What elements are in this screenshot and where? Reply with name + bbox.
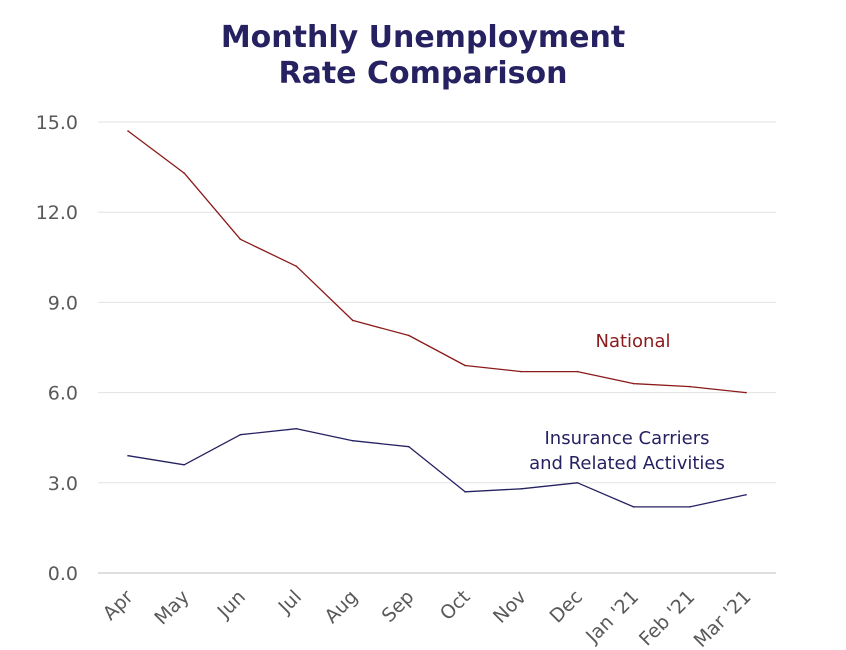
chart-title: Monthly Unemployment Rate Comparison: [0, 20, 846, 92]
x-tick-label: Dec: [545, 586, 587, 628]
x-tick-label: Jan '21: [581, 586, 643, 648]
data-point: [295, 265, 298, 268]
data-point: [520, 370, 523, 373]
series-label: National: [595, 331, 670, 352]
data-point: [183, 172, 185, 174]
data-point: [464, 364, 466, 367]
data-point: [239, 238, 242, 241]
data-point: [689, 506, 691, 508]
data-point: [408, 445, 410, 448]
data-point: [464, 491, 466, 493]
y-tick-label: 6.0: [48, 383, 78, 405]
data-point: [183, 463, 185, 466]
data-point: [351, 439, 354, 442]
x-tick-label: Feb '21: [635, 586, 699, 650]
y-tick-label: 9.0: [48, 292, 78, 314]
y-tick-label: 15.0: [36, 112, 78, 134]
data-point: [408, 334, 410, 337]
series-label: Insurance Carriers: [545, 428, 710, 449]
data-point: [520, 488, 523, 490]
data-point: [295, 427, 298, 430]
data-point: [127, 454, 129, 457]
data-point: [239, 433, 242, 436]
y-tick-label: 12.0: [36, 202, 78, 224]
x-tick-label: Jun: [213, 586, 250, 623]
series-line-insurance: [127, 428, 747, 508]
chart-title-line-1: Monthly Unemployment: [220, 20, 626, 55]
x-tick-label: Jul: [274, 586, 306, 618]
x-tick-label: Nov: [489, 586, 531, 628]
x-tick-label: May: [150, 586, 193, 629]
series-line-national: [127, 130, 747, 394]
x-tick-label: Aug: [320, 586, 362, 628]
data-point: [127, 130, 129, 132]
data-point: [632, 506, 635, 508]
data-point: [632, 382, 635, 385]
x-tick-label: Apr: [99, 586, 138, 625]
y-tick-label: 0.0: [48, 563, 78, 585]
series-label: and Related Activities: [529, 453, 725, 474]
y-tick-label: 3.0: [48, 473, 78, 495]
chart-title-line-2: Rate Comparison: [278, 56, 568, 91]
data-point: [689, 385, 691, 388]
data-point: [576, 482, 579, 484]
x-tick-label: Oct: [436, 586, 475, 625]
x-tick-label: Mar '21: [690, 586, 756, 650]
data-point: [745, 494, 747, 496]
data-point: [745, 391, 747, 394]
x-tick-label: Sep: [378, 586, 419, 627]
data-point: [351, 319, 354, 322]
data-point: [576, 370, 579, 373]
